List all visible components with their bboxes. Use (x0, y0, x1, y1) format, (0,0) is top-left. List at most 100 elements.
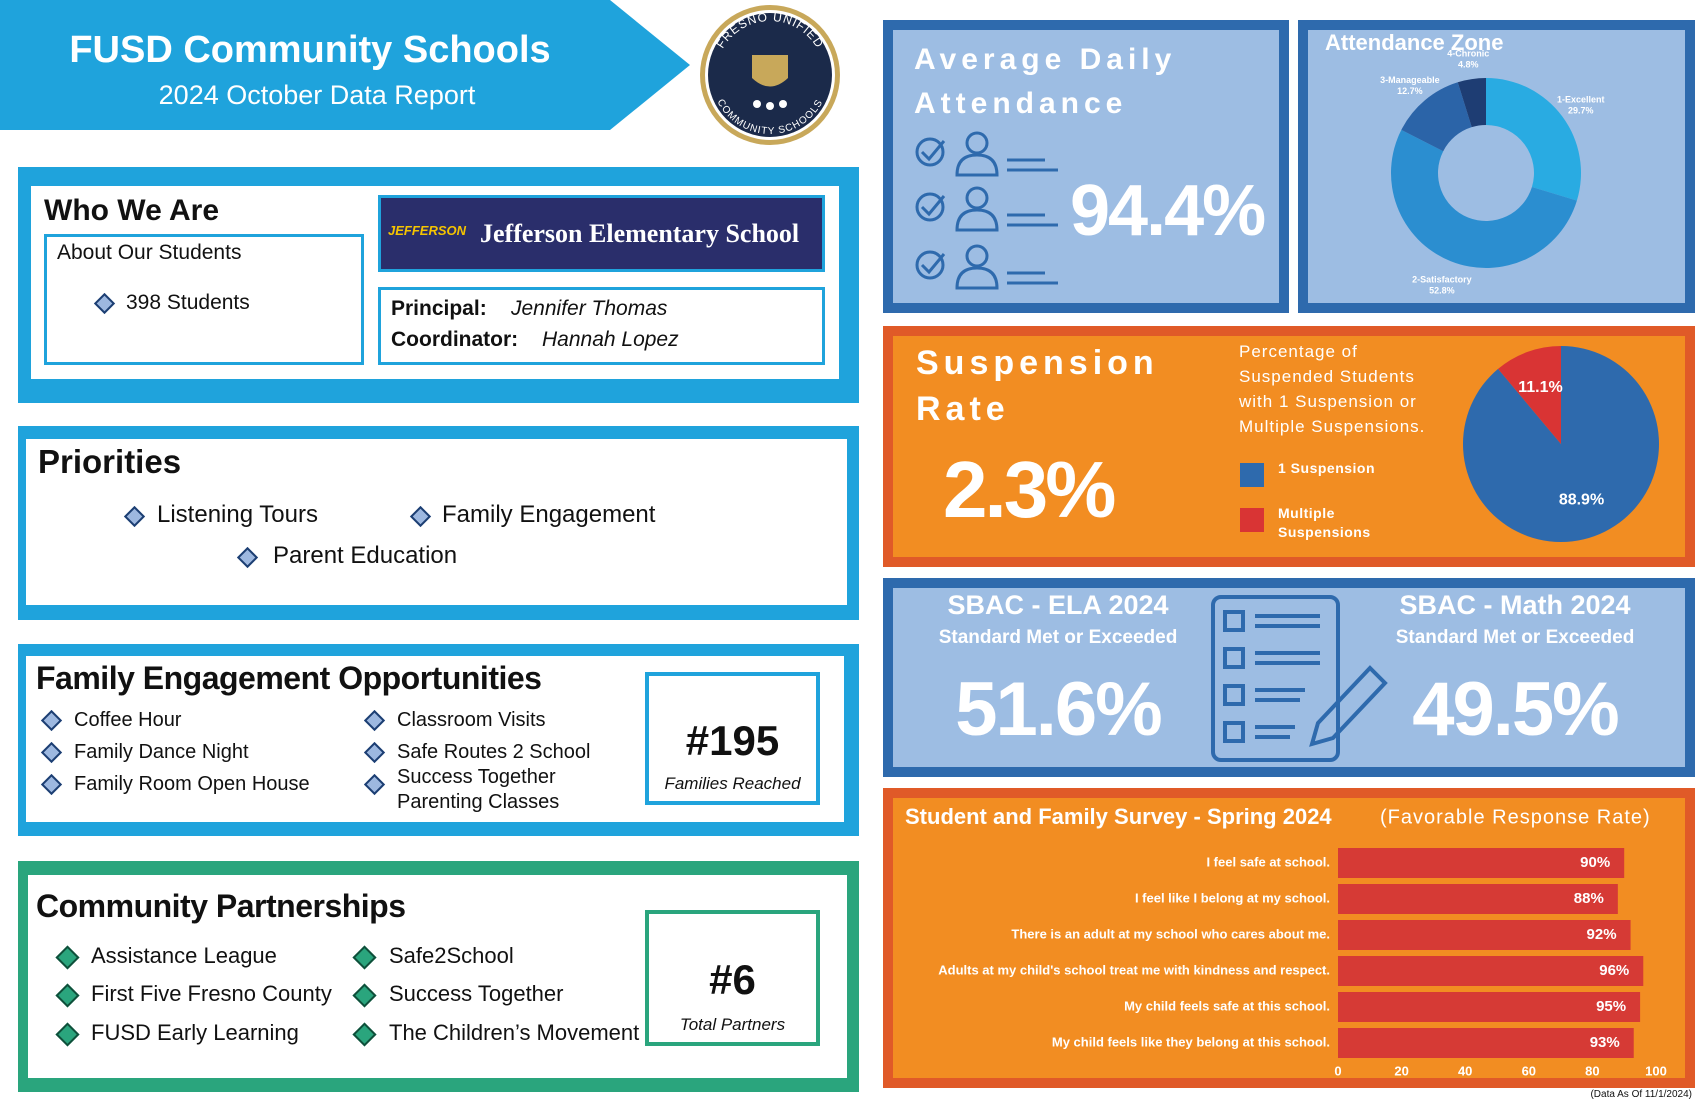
legend-swatch (1240, 463, 1264, 487)
legend-swatch (1240, 508, 1264, 532)
math-value: 49.5% (1412, 667, 1620, 752)
slice-label: 88.9% (1559, 492, 1604, 509)
partner: Assistance League (91, 943, 277, 968)
zone-title: Attendance Zone (1325, 30, 1503, 55)
value-label: 88% (1574, 890, 1604, 907)
students: 398 Students (126, 291, 250, 314)
suspension-title: Suspension Rate (916, 344, 1159, 428)
slice-label: 29.7% (1568, 106, 1594, 116)
category-label: Adults at my child's school treat me wit… (938, 962, 1330, 977)
x-tick-label: 60 (1522, 1063, 1536, 1078)
count-box (645, 910, 820, 1046)
slice (1462, 346, 1659, 542)
header-subtitle: 2024 October Data Report (159, 80, 476, 110)
suspension-description: Percentage of Suspended Students with 1 … (1239, 342, 1426, 436)
x-tick-label: 100 (1645, 1063, 1667, 1078)
ela-subtitle: Standard Met or Exceeded (938, 627, 1178, 648)
slice-label: 12.7% (1397, 86, 1423, 96)
logo-shield (752, 55, 788, 87)
priority: Parent Education (273, 542, 458, 569)
families-count: #195 (685, 717, 780, 764)
bar (1338, 992, 1641, 1022)
count-box (645, 672, 820, 805)
about-box (44, 234, 364, 365)
priorities-title: Priorities (38, 443, 182, 480)
logo-star (753, 100, 761, 108)
value-label: 92% (1587, 926, 1617, 943)
legend-box: Multiple Suspensions (1278, 505, 1371, 540)
priorities-inner (26, 439, 847, 605)
partner: The Children’s Movement (389, 1020, 640, 1045)
family-item: Family Room Open House (74, 773, 310, 795)
legend-label: Multiple Suspensions (1278, 505, 1371, 540)
partner: First Five Fresno County (91, 981, 332, 1006)
attendance-title: Average Daily Attendance (914, 43, 1177, 120)
about-title: About Our Students (57, 241, 242, 264)
families-label: Families Reached (664, 774, 801, 793)
school-banner (378, 195, 825, 272)
slice-label: 52.8% (1429, 285, 1455, 295)
value-label: 95% (1596, 998, 1626, 1015)
category-label: My child feels like they belong at this … (1052, 1034, 1330, 1049)
value-label: 96% (1599, 962, 1629, 979)
family-item: Classroom Visits (397, 709, 546, 731)
category-label: I feel like I belong at my school. (1135, 890, 1330, 905)
family-item: Success Together Parenting Classes (397, 766, 560, 813)
bar (1338, 1028, 1634, 1058)
math-subtitle: Standard Met or Exceeded (1395, 627, 1635, 648)
icon-row (915, 186, 1058, 232)
x-tick-label: 0 (1334, 1063, 1341, 1078)
school-logo: JEFFERSON (388, 223, 467, 238)
partner: Safe2School (389, 943, 514, 968)
icon-row (915, 131, 1058, 177)
principal-label: Principal: (391, 297, 487, 320)
slice (1401, 82, 1472, 152)
category-label: I feel safe at school. (1206, 854, 1330, 869)
family-inner (26, 656, 844, 822)
value-label: 93% (1590, 1034, 1620, 1051)
math-title: SBAC - Math 2024 (1399, 590, 1631, 620)
logo-star (779, 100, 787, 108)
priority: Listening Tours (157, 501, 318, 528)
family-title: Family Engagement Opportunities (36, 660, 542, 696)
partners-count: #6 (709, 956, 756, 1003)
slice-label: 11.1% (1518, 379, 1562, 396)
who-title: Who We Are (44, 194, 220, 227)
slice-name: 3-Manageable (1380, 75, 1440, 85)
slice (1457, 78, 1486, 128)
partner: FUSD Early Learning (91, 1020, 299, 1045)
footnote: (Data As Of 11/1/2024) (1590, 1089, 1692, 1100)
partners-label: Total Partners (679, 1015, 786, 1034)
category-label: My child feels safe at this school. (1124, 998, 1330, 1013)
slice-name: 1-Excellent (1557, 95, 1605, 105)
ela-value: 51.6% (955, 667, 1163, 752)
suspension-value: 2.3% (943, 445, 1116, 534)
survey-title: Student and Family Survey - Spring 2024 (905, 804, 1332, 829)
header-title: FUSD Community Schools (69, 29, 550, 71)
icon-row (915, 244, 1058, 290)
x-tick-label: 80 (1585, 1063, 1599, 1078)
coordinator-label: Coordinator: (391, 328, 519, 351)
slice (1486, 78, 1581, 201)
attendance-value: 94.4% (1070, 171, 1266, 251)
logo-star (766, 102, 774, 110)
principal: Jennifer Thomas (511, 297, 668, 320)
bar (1338, 956, 1644, 986)
school-name: Jefferson Elementary School (480, 219, 800, 248)
family-item: Family Dance Night (74, 741, 249, 763)
partners-title: Community Partnerships (36, 888, 406, 924)
header-banner (0, 0, 690, 130)
partner: Success Together (389, 981, 564, 1006)
legend-box: 1 Suspension (1278, 460, 1375, 476)
slice (1391, 129, 1577, 269)
ela-title: SBAC - ELA 2024 (947, 590, 1169, 620)
coordinator: Hannah Lopez (542, 328, 679, 351)
survey-subtitle: (Favorable Response Rate) (1380, 806, 1651, 828)
x-tick-label: 20 (1394, 1063, 1408, 1078)
slice-name: 2-Satisfactory (1412, 274, 1472, 284)
slice-label: 4.8% (1458, 59, 1479, 69)
value-label: 90% (1580, 854, 1610, 871)
clipboard-icon (1211, 595, 1388, 762)
bar (1338, 920, 1631, 950)
attendance-icons (915, 131, 1058, 290)
